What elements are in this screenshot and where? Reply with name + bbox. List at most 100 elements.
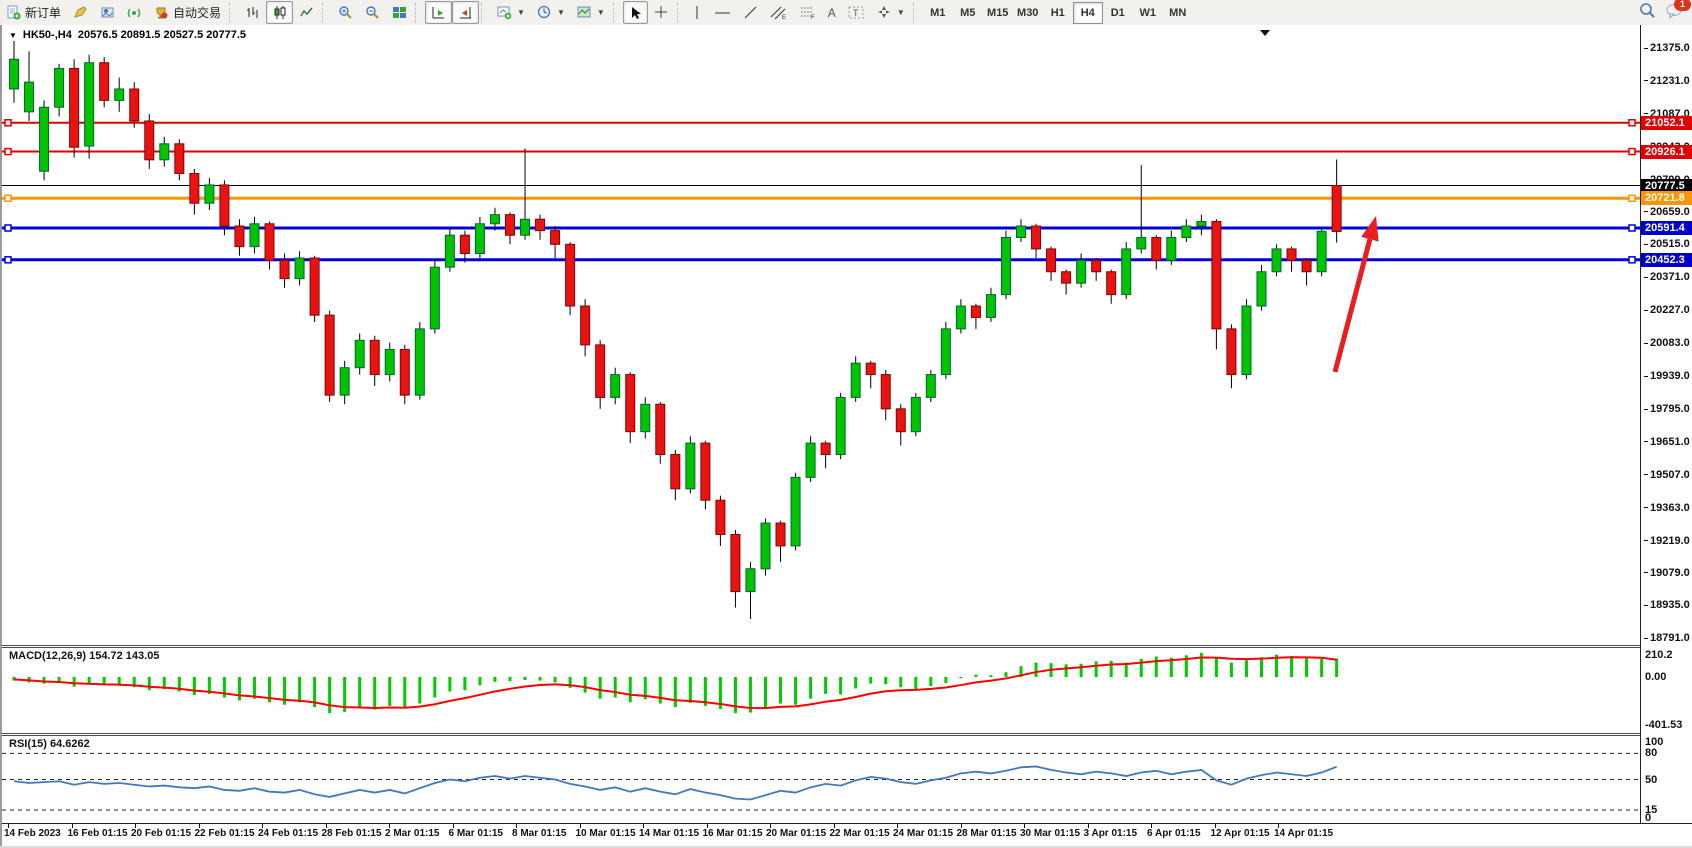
candle (1046, 248, 1057, 273)
timeframe-button-m30[interactable]: M30 (1017, 6, 1039, 19)
candlestick-chart-button[interactable] (266, 1, 294, 24)
candle (1031, 225, 1042, 250)
autotrading-button[interactable]: 自动交易 (148, 1, 227, 24)
arrows-tool-button[interactable]: ▼ (871, 1, 911, 24)
zoom-out-button[interactable] (359, 1, 386, 24)
candle (444, 234, 455, 268)
timeframe-toolbar: M1 M5 M15 M30 H1 H4 D1 W1 MN (923, 1, 1193, 24)
candle (865, 362, 876, 376)
time-axis[interactable]: 14 Feb 2023 16 Feb 01:15 20 Feb 01:15 22 Fe… (2, 823, 1692, 848)
time-tick (833, 824, 835, 828)
time-label: 22 Feb 01:15 (194, 828, 255, 839)
signals-button[interactable] (121, 1, 148, 24)
hline-anchor-marker (4, 256, 12, 264)
time-label: 20 Mar 01:15 (766, 828, 827, 839)
price-axis[interactable]: 21375.021231.021087.020943.020799.020659… (1640, 25, 1692, 824)
time-tick (643, 824, 644, 828)
chart-shift-button[interactable] (452, 1, 480, 24)
timeframe-button-d1[interactable]: D1 (1110, 6, 1125, 19)
candle (925, 374, 936, 398)
new-chart-icon (497, 5, 512, 20)
macd-axis-tick: -401.53 (1645, 719, 1683, 732)
pane-splitter[interactable] (2, 645, 1642, 648)
time-label: 8 Mar 01:15 (512, 828, 567, 839)
cursor-tool-button[interactable] (622, 1, 648, 24)
time-label: 12 Apr 01:15 (1210, 828, 1270, 839)
rsi-indicator-pane[interactable]: RSI(15) 64.6262 (2, 736, 1640, 823)
candle (84, 62, 95, 147)
timeframe-button-m15[interactable]: M15 (987, 6, 1009, 19)
candle (489, 214, 500, 225)
new-chart-button[interactable]: ▼ (491, 1, 531, 24)
crosshair-tool-button[interactable] (648, 1, 675, 24)
candle (1151, 236, 1162, 261)
collapse-triangle-icon[interactable]: ▼ (9, 30, 17, 40)
notifications-button[interactable]: 1 (1666, 0, 1691, 19)
timeframe-button-h1[interactable]: H1 (1050, 6, 1065, 19)
candle (1091, 259, 1102, 273)
rsi-axis-tick: 0 (1645, 812, 1652, 824)
vertical-line-tool-button[interactable] (687, 1, 708, 24)
toolbar-separator (229, 2, 237, 23)
signals-icon (127, 5, 142, 20)
text-label-tool-button[interactable]: T (842, 1, 871, 24)
channel-tool-button[interactable]: E (764, 1, 793, 24)
text-tool-button[interactable]: A (822, 1, 842, 24)
search-icon[interactable] (1639, 2, 1656, 19)
timeframe-button-w1[interactable]: W1 (1139, 6, 1156, 19)
candle (1016, 225, 1027, 238)
line-chart-button[interactable] (293, 1, 320, 24)
candle (1121, 248, 1132, 296)
timeframe-button-h4[interactable]: H4 (1072, 1, 1103, 24)
new-order-button[interactable]: 新订单 (0, 1, 67, 24)
candle (99, 62, 110, 101)
chevron-down-icon: ▼ (596, 8, 605, 17)
auto-scroll-button[interactable] (425, 1, 453, 24)
time-label: 28 Feb 01:15 (321, 828, 382, 839)
price-tick-label: 20083.0 (1644, 337, 1690, 349)
fibonacci-tool-button[interactable]: F (793, 1, 822, 24)
candle (1256, 271, 1267, 307)
candle (535, 218, 546, 232)
zoom-in-button[interactable] (332, 1, 359, 24)
tile-windows-button[interactable] (386, 1, 413, 24)
time-tick (770, 824, 771, 828)
pane-splitter[interactable] (2, 733, 1642, 736)
timeframe-button-mn[interactable]: MN (1169, 6, 1187, 19)
chart-window: ▼ HK50-,H4 20576.5 20891.5 20527.5 20777… (0, 25, 1692, 848)
candle (1271, 248, 1282, 273)
time-label: 14 Mar 01:15 (639, 828, 700, 839)
horizontal-line-tool-button[interactable] (708, 1, 737, 24)
toolbar-separator (322, 2, 330, 23)
periods-button[interactable]: ▼ (531, 1, 571, 24)
candle (129, 88, 140, 122)
candle (414, 328, 425, 396)
hline-anchor-marker (1628, 119, 1636, 127)
time-label: 16 Mar 01:15 (702, 828, 763, 839)
candle (1211, 220, 1222, 330)
candle (54, 67, 65, 108)
price-chart-pane[interactable]: ▼ HK50-,H4 20576.5 20891.5 20527.5 20777… (2, 26, 1640, 645)
candle (520, 218, 531, 236)
strategy-tester-button[interactable] (94, 1, 121, 24)
time-tick (516, 824, 517, 828)
timeframe-button-m1[interactable]: M1 (930, 6, 946, 19)
hline-anchor-marker (1628, 256, 1636, 264)
time-label: 22 Mar 01:15 (829, 828, 890, 839)
time-label: 10 Mar 01:15 (575, 828, 636, 839)
timeframe-button-m5[interactable]: M5 (960, 6, 976, 19)
time-tick (897, 824, 898, 828)
time-label: 14 Feb 2023 (4, 828, 61, 839)
trendline-tool-button[interactable] (737, 1, 764, 24)
price-tick-label: 20227.0 (1644, 304, 1690, 316)
autotrading-label: 自动交易 (173, 6, 222, 20)
templates-button[interactable]: ▼ (571, 1, 611, 24)
bar-chart-button[interactable] (239, 1, 266, 24)
price-tick-label: 19507.0 (1644, 469, 1690, 481)
notification-count-badge: 1 (1674, 0, 1691, 11)
text-a-icon: A (827, 5, 836, 20)
price-tick-label: 19363.0 (1644, 502, 1690, 514)
metaeditor-button[interactable] (67, 1, 94, 24)
chart-symbol-period: HK50-,H4 (22, 29, 72, 41)
macd-indicator-pane[interactable]: MACD(12,26,9) 154.72 143.05 (2, 648, 1640, 733)
